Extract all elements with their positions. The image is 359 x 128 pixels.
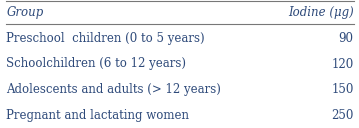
Text: Adolescents and adults (> 12 years): Adolescents and adults (> 12 years) xyxy=(6,83,222,96)
Text: Group: Group xyxy=(6,6,44,19)
Text: Schoolchildren (6 to 12 years): Schoolchildren (6 to 12 years) xyxy=(6,57,186,71)
Text: Iodine (μg): Iodine (μg) xyxy=(288,6,354,19)
Text: 120: 120 xyxy=(331,57,354,71)
Text: Preschool  children (0 to 5 years): Preschool children (0 to 5 years) xyxy=(6,32,205,45)
Text: 150: 150 xyxy=(331,83,354,96)
Text: 250: 250 xyxy=(331,109,354,122)
Text: 90: 90 xyxy=(339,32,354,45)
Text: Pregnant and lactating women: Pregnant and lactating women xyxy=(6,109,190,122)
